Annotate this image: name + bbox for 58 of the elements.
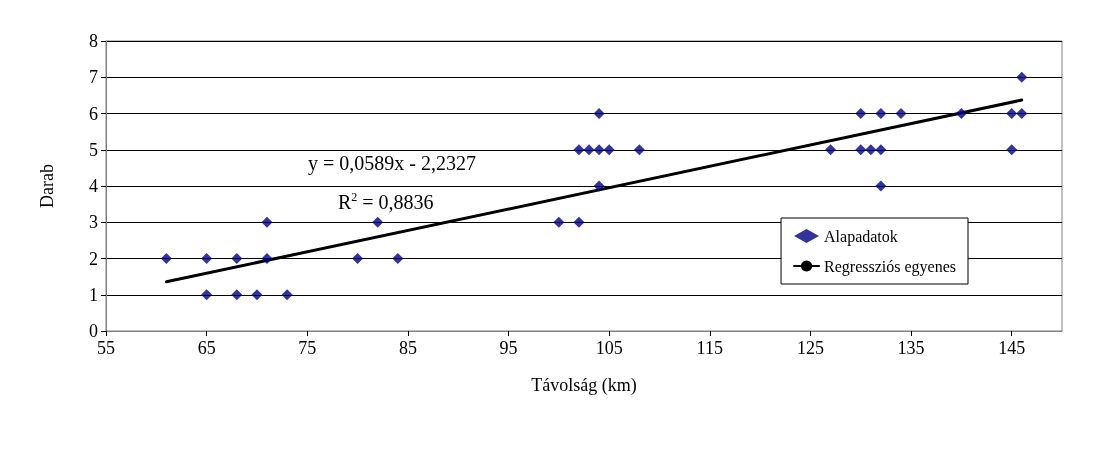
point [261,253,273,264]
point [553,216,565,228]
point [955,108,967,119]
point [825,144,837,156]
point [875,144,887,156]
y-tick-label: 5 [89,139,98,160]
point [583,144,595,156]
point [603,144,615,156]
point [251,289,263,301]
point [1016,108,1028,119]
x-tick-label: 105 [595,338,623,358]
point [1006,144,1018,156]
point [392,253,404,264]
x-tick-label: 125 [796,338,824,358]
point [875,180,887,192]
point [231,253,243,264]
point [372,216,384,228]
point [593,180,605,192]
y-tick-label: 3 [89,212,98,233]
point [231,289,243,301]
point [875,108,887,119]
point [855,144,867,156]
point [201,289,213,301]
y-tick-label: 8 [89,31,98,51]
annotation: y = 0,0589x - 2,2327 [308,152,476,175]
point [865,144,877,156]
point [573,216,585,228]
y-axis-title: Darab [37,164,57,208]
x-tick-label: 65 [197,338,216,358]
x-tick-label: 75 [298,338,317,358]
y-tick-label: 7 [89,67,98,88]
x-tick-label: 85 [398,338,417,358]
point [1016,71,1028,83]
x-tick-label: 95 [499,338,518,358]
y-tick-label: 0 [89,321,98,341]
point [855,108,867,119]
y-tick-label: 2 [89,248,98,269]
y-tick-label: 1 [89,284,98,305]
legend-label: Regressziós egyenes [824,257,957,276]
point [201,253,213,264]
y-tick-label: 6 [89,103,98,124]
point [160,253,172,264]
point [281,289,293,301]
point [1006,108,1018,119]
point [352,253,364,264]
point [593,144,605,156]
x-tick-label: 55 [97,338,115,358]
legend-label: Alapadatok [824,227,898,246]
x-tick-label: 135 [897,338,925,358]
point [573,144,585,156]
point [633,144,645,156]
x-tick-label: 145 [998,338,1026,358]
y-tick-label: 4 [89,176,98,196]
point [895,108,907,119]
point [593,108,605,119]
x-axis-title: Távolság (km) [531,375,637,396]
x-tick-label: 115 [696,338,723,358]
point [261,216,273,228]
